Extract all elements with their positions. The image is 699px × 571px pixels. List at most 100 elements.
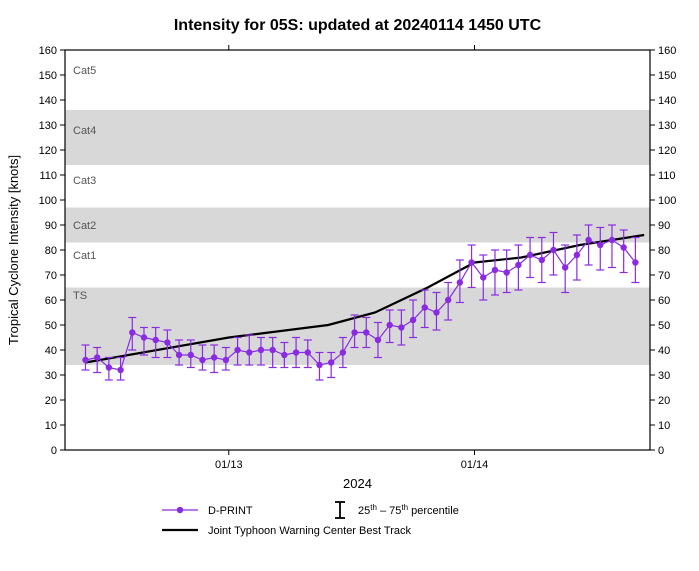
dprint-marker (129, 329, 135, 335)
cat-label: Cat5 (73, 65, 96, 77)
ytick-label-right: 80 (658, 245, 670, 257)
dprint-marker (480, 274, 486, 280)
cat-label: TS (73, 290, 87, 302)
dprint-marker (527, 252, 533, 258)
dprint-marker (106, 364, 112, 370)
ytick-label-left: 130 (39, 120, 57, 132)
legend-dprint-marker (177, 507, 183, 513)
dprint-marker (574, 252, 580, 258)
dprint-marker (234, 347, 240, 353)
ytick-label-left: 160 (39, 45, 57, 57)
ytick-label-left: 140 (39, 95, 57, 107)
ytick-label-right: 10 (658, 420, 670, 432)
ytick-label-left: 40 (45, 345, 57, 357)
dprint-marker (293, 349, 299, 355)
category-band (65, 288, 650, 366)
ytick-label-left: 50 (45, 320, 57, 332)
dprint-marker (468, 259, 474, 265)
dprint-marker (386, 322, 392, 328)
dprint-marker (363, 329, 369, 335)
ytick-label-left: 70 (45, 270, 57, 282)
dprint-marker (281, 352, 287, 358)
cat-label: Cat3 (73, 175, 96, 187)
ytick-label-right: 140 (658, 95, 676, 107)
dprint-marker (199, 357, 205, 363)
dprint-marker (211, 354, 217, 360)
ytick-label-right: 0 (658, 445, 664, 457)
xtick-label: 01/13 (215, 459, 243, 471)
dprint-marker (340, 349, 346, 355)
ytick-label-right: 20 (658, 395, 670, 407)
dprint-marker (585, 237, 591, 243)
dprint-marker (176, 352, 182, 358)
dprint-marker (562, 264, 568, 270)
dprint-marker (550, 247, 556, 253)
dprint-marker (620, 244, 626, 250)
ytick-label-left: 100 (39, 195, 57, 207)
ytick-label-right: 90 (658, 220, 670, 232)
dprint-marker (539, 257, 545, 263)
ytick-label-left: 110 (39, 170, 57, 182)
cat-label: Cat1 (73, 250, 96, 262)
legend-besttrack-label: Joint Typhoon Warning Center Best Track (208, 525, 411, 537)
dprint-marker (503, 269, 509, 275)
category-band (65, 208, 650, 243)
ytick-label-left: 10 (45, 420, 57, 432)
dprint-marker (632, 259, 638, 265)
dprint-marker (117, 367, 123, 373)
xtick-label: 01/14 (461, 459, 489, 471)
dprint-marker (316, 362, 322, 368)
dprint-marker (398, 324, 404, 330)
ytick-label-right: 100 (658, 195, 676, 207)
dprint-marker (375, 337, 381, 343)
dprint-marker (445, 297, 451, 303)
dprint-marker (457, 279, 463, 285)
ytick-label-right: 70 (658, 270, 670, 282)
ytick-label-right: 160 (658, 45, 676, 57)
cat-label: Cat4 (73, 125, 96, 137)
dprint-marker (328, 359, 334, 365)
ytick-label-left: 0 (51, 445, 57, 457)
dprint-marker (188, 352, 194, 358)
dprint-marker (164, 339, 170, 345)
ytick-label-right: 40 (658, 345, 670, 357)
dprint-marker (351, 329, 357, 335)
ytick-label-left: 150 (39, 70, 57, 82)
ytick-label-left: 120 (39, 145, 57, 157)
ytick-label-left: 80 (45, 245, 57, 257)
x-axis-label: 2024 (343, 476, 372, 491)
dprint-marker (141, 334, 147, 340)
ytick-label-left: 60 (45, 295, 57, 307)
dprint-marker (433, 309, 439, 315)
dprint-marker (258, 347, 264, 353)
ytick-label-right: 120 (658, 145, 676, 157)
dprint-marker (152, 337, 158, 343)
dprint-marker (269, 347, 275, 353)
chart-svg: 0010102020303040405050606070708080909010… (0, 0, 699, 571)
chart-title: Intensity for 05S: updated at 20240114 1… (174, 17, 542, 34)
legend-dprint-label: D-PRINT (208, 505, 253, 517)
cat-label: Cat2 (73, 220, 96, 232)
dprint-marker (305, 349, 311, 355)
dprint-marker (609, 237, 615, 243)
intensity-chart: 0010102020303040405050606070708080909010… (0, 0, 699, 571)
dprint-marker (82, 357, 88, 363)
category-band (65, 110, 650, 165)
ytick-label-left: 20 (45, 395, 57, 407)
ytick-label-right: 50 (658, 320, 670, 332)
ytick-label-right: 150 (658, 70, 676, 82)
dprint-marker (515, 262, 521, 268)
y-axis-label: Tropical Cyclone Intensity [knots] (6, 155, 21, 345)
dprint-marker (94, 354, 100, 360)
ytick-label-left: 90 (45, 220, 57, 232)
ytick-label-left: 30 (45, 370, 57, 382)
dprint-marker (246, 349, 252, 355)
dprint-marker (410, 317, 416, 323)
ytick-label-right: 30 (658, 370, 670, 382)
ytick-label-right: 110 (658, 170, 676, 182)
dprint-marker (422, 304, 428, 310)
dprint-marker (597, 242, 603, 248)
dprint-marker (492, 267, 498, 273)
ytick-label-right: 130 (658, 120, 676, 132)
dprint-marker (223, 357, 229, 363)
